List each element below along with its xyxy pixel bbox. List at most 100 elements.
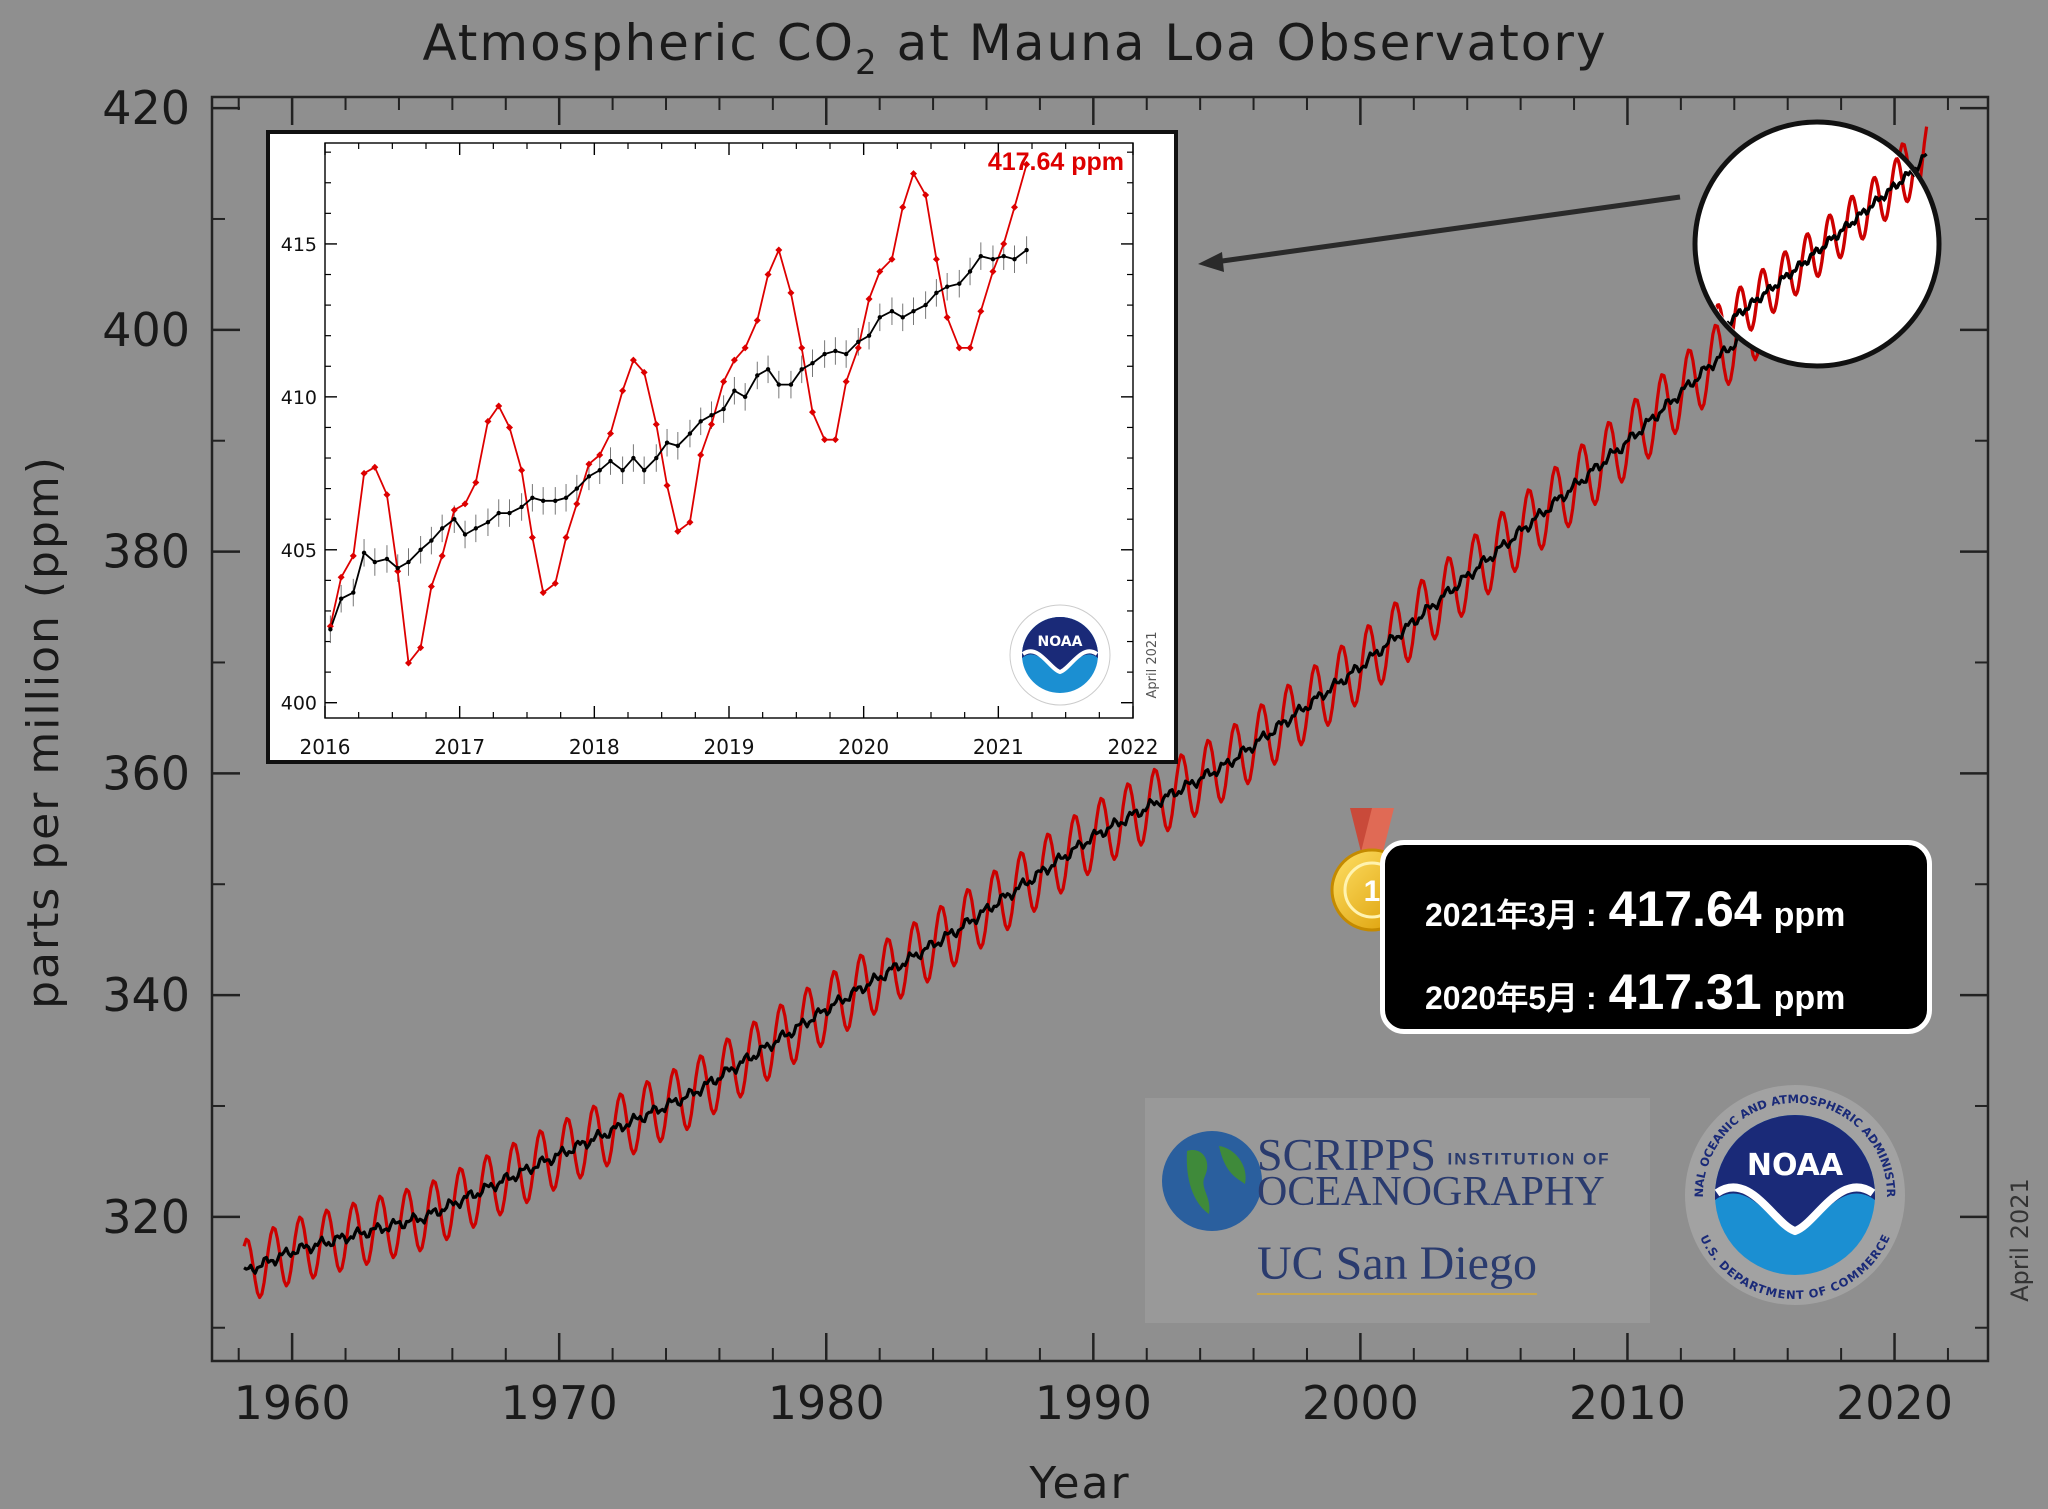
inset-monthly-point: [450, 506, 458, 514]
inset-monthly-point: [383, 491, 391, 499]
y-tick-label: 400: [102, 303, 190, 357]
inset-x-tick-label: 2019: [704, 735, 755, 759]
chart-title-main: Atmospheric CO: [422, 14, 855, 72]
inset-trend-point: [563, 495, 569, 500]
inset-monthly-point: [619, 387, 627, 395]
inset-trend-point: [1012, 257, 1017, 262]
inset-noaa-logo: NOAA: [1009, 604, 1111, 706]
badge-value-2: 417.31: [1608, 964, 1762, 1020]
inset-trend-point: [732, 388, 737, 393]
inset-trend-point: [721, 406, 726, 412]
inset-trend-point: [1001, 253, 1006, 259]
y-tick-labels: 320 340 360 380 400 420: [102, 81, 190, 1244]
monthly-co2-line: [242, 126, 1929, 1300]
inset-trend-point: [553, 498, 558, 504]
chart-title-suffix: at Mauna Loa Observatory: [879, 14, 1608, 72]
inset-monthly-point: [539, 589, 547, 597]
inset-trend-point: [957, 281, 962, 286]
x-tick-label: 1960: [234, 1376, 351, 1430]
inset-trend-point: [889, 309, 895, 314]
inset-trend-point: [530, 495, 535, 500]
inset-monthly-point: [842, 378, 850, 386]
inset-x-tick-label: 2020: [838, 735, 889, 759]
inset-monthly-point: [1023, 160, 1031, 168]
inset-monthly-point: [484, 417, 492, 425]
inset-monthly-point: [808, 408, 816, 416]
inset-trend-point: [990, 257, 996, 262]
inset-monthly-point: [596, 451, 604, 459]
inset-trend-point: [664, 440, 670, 445]
noaa-logo-text: NOAA: [1747, 1148, 1844, 1183]
inset-x-tick-label: 2018: [569, 735, 620, 759]
institution-logos: SCRIPPS INSTITUTION OF OCEANOGRAPHY UC S…: [1145, 1098, 1650, 1323]
record-badge: 2021年3月 : 417.64 ppm 2020年5月 : 417.31 pp…: [1380, 840, 1932, 1034]
inset-monthly-point: [922, 191, 930, 199]
trend-co2-line: [243, 152, 1928, 1275]
inset-monthly-point: [730, 356, 738, 364]
inset-x-tick-label: 2022: [1108, 735, 1159, 759]
inset-trend-point: [687, 431, 693, 436]
inset-monthly-point: [787, 289, 795, 297]
inset-trend-point: [900, 315, 905, 320]
plot-frame: [210, 95, 1990, 1363]
inset-trend-point: [877, 315, 883, 320]
scripps-line1: SCRIPPS: [1257, 1129, 1437, 1180]
inset-y-tick-label: 405: [281, 540, 317, 562]
inset-trend-point: [1024, 247, 1029, 253]
inset-annotation: 417.64 ppm: [988, 148, 1124, 176]
inset-y-tick-labels: 400 405 410 415: [281, 234, 317, 715]
inset-trend-point: [788, 382, 794, 387]
medal-number: 1: [1364, 875, 1381, 908]
inset-trend-point: [944, 284, 950, 289]
inset-monthly-point: [775, 246, 783, 254]
zoom-arrow-head: [1198, 252, 1224, 272]
inset-monthly-point: [461, 500, 469, 508]
inset-x-tick-label: 2016: [300, 735, 351, 759]
inset-trend-point: [429, 538, 434, 543]
badge-date-2: 2020年5月: [1425, 980, 1578, 1016]
inset-trend-point: [608, 458, 613, 464]
inset-monthly-point: [764, 271, 772, 279]
inset-trend-point: [799, 367, 804, 372]
y-tick-label: 420: [102, 81, 190, 135]
inset-noaa-text: NOAA: [1038, 634, 1083, 650]
inset-monthly-point: [955, 344, 963, 352]
inset-monthly-point: [707, 420, 715, 428]
inset-trend-point: [843, 351, 849, 357]
inset-trend-point: [856, 339, 861, 345]
inset-monthly-point: [798, 344, 806, 352]
inset-monthly-point: [505, 423, 513, 431]
inset-trend-point: [934, 290, 939, 296]
scripps-line1-suffix: INSTITUTION OF: [1447, 1149, 1611, 1169]
inset-y-tick-label: 400: [281, 693, 317, 715]
inset-trend-points: [328, 247, 1029, 632]
inset-monthly-point: [1000, 240, 1008, 248]
inset-monthly-point: [417, 644, 425, 652]
inset-trend-point: [822, 351, 827, 357]
inset-trend-point: [462, 532, 468, 537]
inset-monthly-point: [854, 344, 862, 352]
axis-ticks: [212, 97, 1988, 1361]
x-tick-label: 1970: [501, 1376, 618, 1430]
inset-monthly-point: [720, 378, 728, 386]
inset-monthly-point: [899, 203, 907, 211]
zoom-circle: [1692, 119, 1942, 369]
badge-unit-2: ppm: [1773, 979, 1846, 1017]
inset-monthly-point: [518, 466, 526, 474]
inset-monthly-point: [585, 460, 593, 468]
inset-monthly-point: [674, 527, 682, 535]
inset-monthly-point: [821, 436, 829, 444]
badge-unit-1: ppm: [1773, 896, 1846, 934]
inset-trend-point: [519, 504, 524, 510]
x-tick-label: 1980: [768, 1376, 885, 1430]
inset-trend-point: [631, 455, 636, 461]
badge-colon-2: :: [1586, 980, 1597, 1016]
inset-monthly-point: [337, 573, 345, 581]
inset-trend-point: [765, 367, 771, 372]
inset-monthly-point: [528, 534, 536, 542]
inset-trend-point: [755, 373, 760, 378]
inset-monthly-point: [438, 552, 446, 560]
inset-chart: 2016 2017 2018 2019 2020 2021 2022 400 405 410 41…: [266, 130, 1178, 764]
x-tick-label: 2020: [1836, 1376, 1953, 1430]
badge-row-2: 2020年5月 : 417.31 ppm: [1425, 963, 1845, 1033]
